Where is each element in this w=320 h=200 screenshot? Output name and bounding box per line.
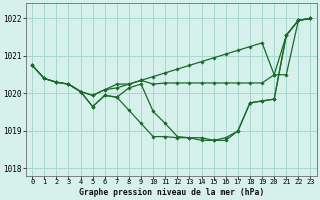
X-axis label: Graphe pression niveau de la mer (hPa): Graphe pression niveau de la mer (hPa)	[79, 188, 264, 197]
